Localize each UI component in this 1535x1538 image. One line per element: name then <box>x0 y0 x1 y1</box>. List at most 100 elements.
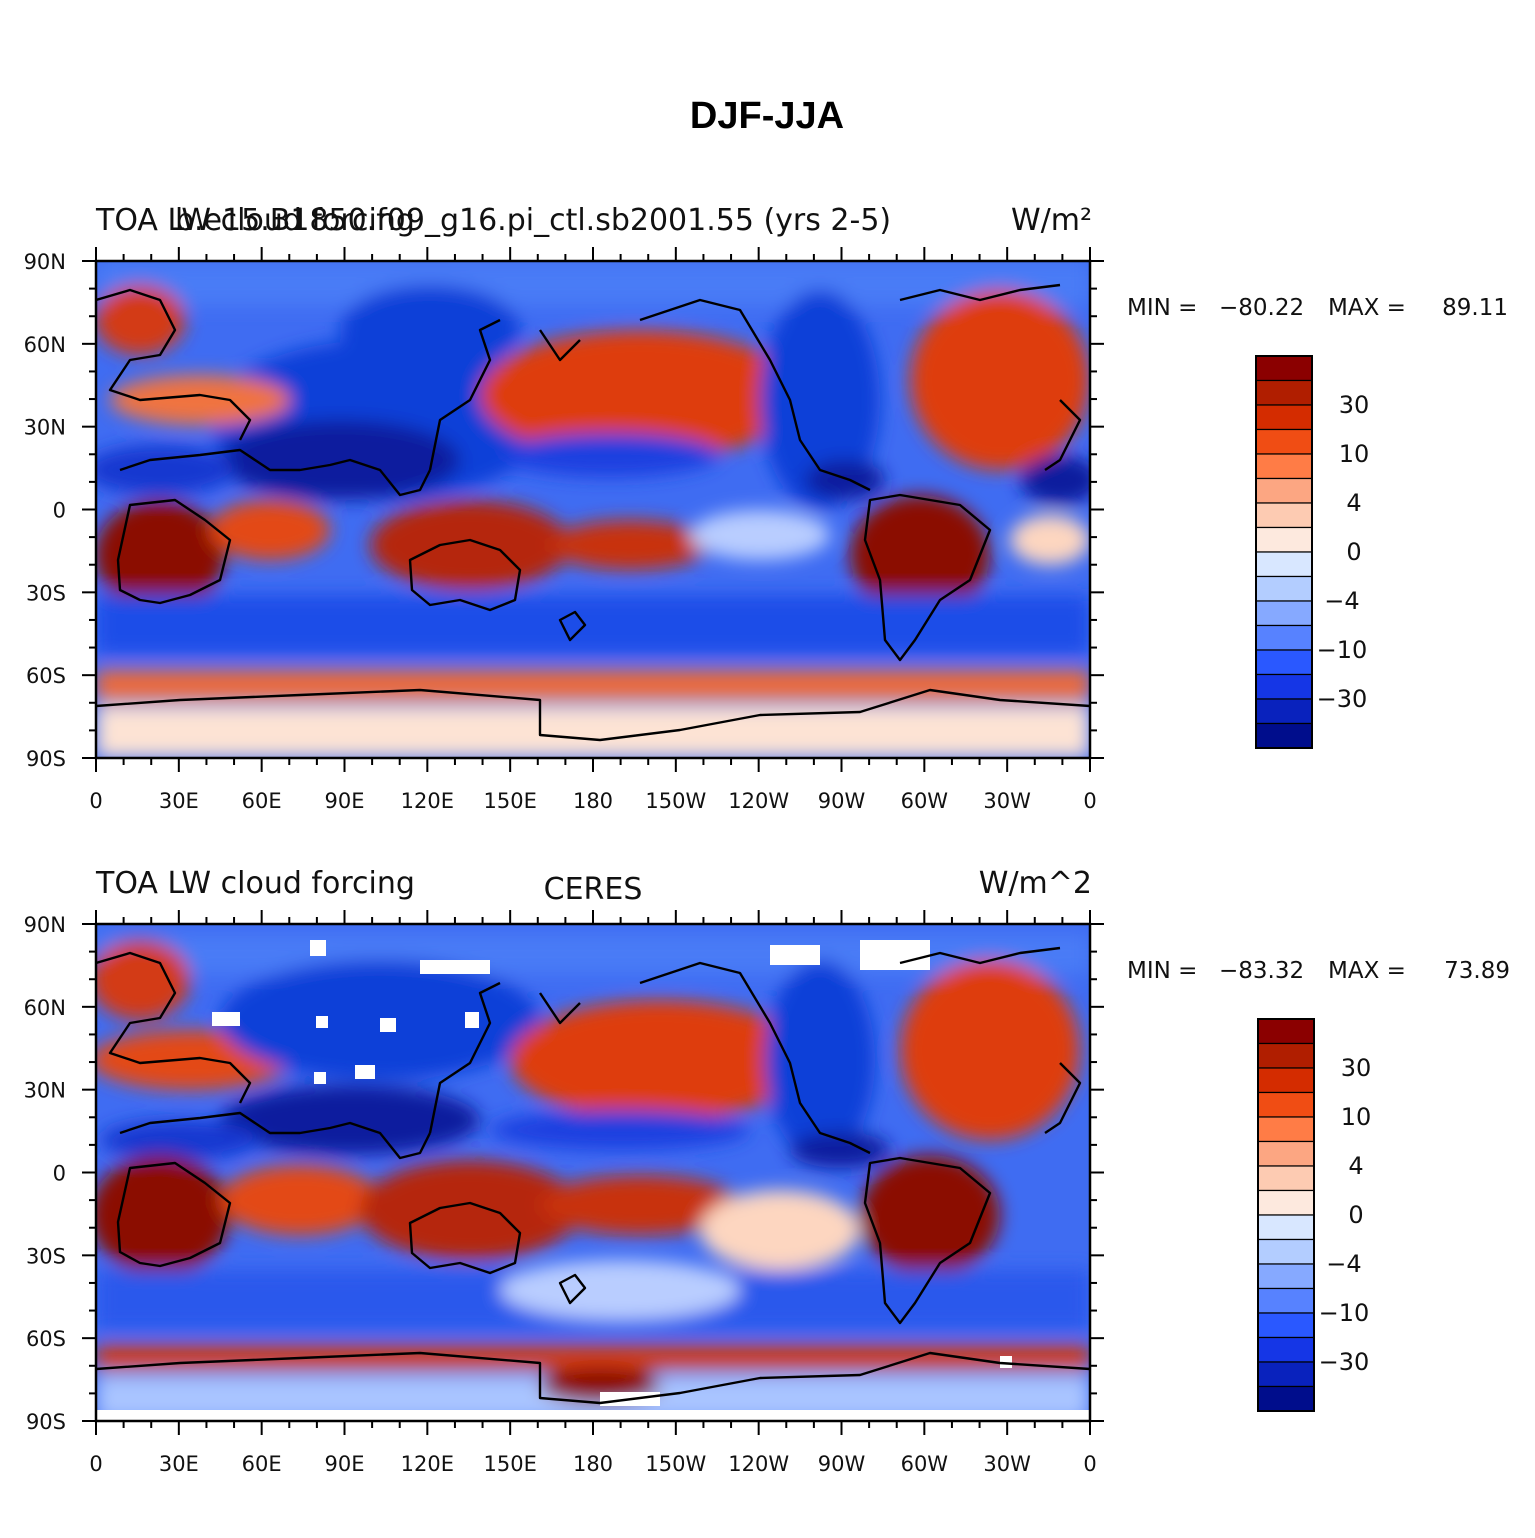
colorbar-swatch <box>1257 1140 1315 1167</box>
panel-obs-max-value: 73.89 <box>1444 958 1510 984</box>
colorbar-label: 30 <box>1341 1054 1372 1082</box>
lon-label: 30W <box>983 1452 1031 1476</box>
colorbar-swatch <box>1257 1263 1315 1290</box>
colorbar-swatch <box>1257 1067 1315 1094</box>
figure-title: DJF-JJA <box>690 95 844 137</box>
panel-obs-max-label: MAX = <box>1328 958 1406 984</box>
panel-obs: TOA LW cloud forcing CERES W/m^2 <box>24 866 1510 1476</box>
colorbar-swatch <box>1255 722 1313 749</box>
lon-label: 60E <box>242 789 282 813</box>
colorbar-swatch <box>1255 526 1313 553</box>
colorbar-swatch <box>1255 698 1313 725</box>
map-obs-ticks <box>82 910 1104 1435</box>
colorbar-label: 4 <box>1346 489 1361 517</box>
lon-label: 90E <box>325 789 365 813</box>
lon-label: 30E <box>159 1452 199 1476</box>
panel-model-min-label: MIN = <box>1127 295 1197 321</box>
panel-model-max-value: 89.11 <box>1442 295 1508 321</box>
colorbar-swatch <box>1257 1238 1315 1265</box>
lon-label: 120E <box>401 789 454 813</box>
lon-label: 0 <box>89 789 102 813</box>
panel-model-center-label: b.e15.B1850.f09_g16.pi_ctl.sb2001.55 (yr… <box>175 203 891 238</box>
colorbar-swatch <box>1255 379 1313 406</box>
colorbar-swatch <box>1257 1091 1315 1118</box>
lon-label: 90W <box>818 789 866 813</box>
lat-label: 30N <box>24 1079 66 1103</box>
lat-label: 90N <box>24 913 66 937</box>
colorbar-obs: 30 10 4 0 −4 −10 −30 <box>1257 1018 1372 1412</box>
colorbar-swatch <box>1257 1018 1315 1045</box>
colorbar-swatch <box>1255 404 1313 431</box>
lon-label: 60W <box>901 1452 949 1476</box>
colorbar-swatch <box>1257 1042 1315 1069</box>
colorbar-label: 10 <box>1339 440 1370 468</box>
colorbar-label: −30 <box>1317 685 1368 713</box>
map-obs-lon-labels: 0 30E 60E 90E 120E 150E 180 150W 120W 90W 60W 30W 0 <box>89 1452 1096 1476</box>
lon-label: 0 <box>1083 1452 1096 1476</box>
lon-label: 30W <box>983 789 1031 813</box>
colorbar-swatch <box>1255 575 1313 602</box>
panel-model-units: W/m² <box>1011 203 1092 238</box>
colorbar-swatch <box>1257 1287 1315 1314</box>
colorbar-swatch <box>1255 624 1313 651</box>
colorbar-label: 0 <box>1348 1201 1363 1229</box>
panel-model-min-value: −80.22 <box>1219 295 1304 321</box>
colorbar-swatch <box>1257 1165 1315 1192</box>
colorbar-swatch <box>1257 1116 1315 1143</box>
lon-label: 120E <box>401 1452 454 1476</box>
colorbar-swatch <box>1255 649 1313 676</box>
colorbar-swatch <box>1255 428 1313 455</box>
lon-label: 150E <box>483 789 536 813</box>
panel-obs-min-label: MIN = <box>1127 958 1197 984</box>
map-model-ticks <box>82 247 1104 772</box>
colorbar-label: −4 <box>1324 587 1359 615</box>
map-model-lon-labels: 0 30E 60E 90E 120E 150E 180 150W 120W 90W 60W 30W 0 <box>89 789 1096 813</box>
lat-label: 90S <box>26 747 66 771</box>
colorbar-swatch <box>1257 1214 1315 1241</box>
map-model-field <box>96 261 1090 758</box>
lat-label: 60N <box>24 996 66 1020</box>
colorbar-model: 30 10 4 0 −4 −10 −30 <box>1255 355 1370 749</box>
colorbar-swatch <box>1257 1361 1315 1388</box>
colorbar-label: −10 <box>1319 1299 1370 1327</box>
map-model-coastlines <box>96 283 1090 742</box>
lon-label: 60E <box>242 1452 282 1476</box>
colorbar-swatch <box>1255 600 1313 627</box>
colorbar-swatch <box>1255 477 1313 504</box>
map-obs-missing-data <box>96 940 1090 1421</box>
lon-label: 120W <box>728 1452 789 1476</box>
lat-label: 60N <box>24 333 66 357</box>
lon-label: 30E <box>159 789 199 813</box>
lon-label: 150E <box>483 1452 536 1476</box>
lat-label: 90N <box>24 250 66 274</box>
colorbar-swatch <box>1257 1336 1315 1363</box>
colorbar-frame <box>1255 355 1313 749</box>
colorbar-swatch <box>1255 502 1313 529</box>
colorbar-swatch <box>1255 551 1313 578</box>
lat-label: 60S <box>26 664 66 688</box>
lat-label: 30S <box>26 581 66 605</box>
colorbar-label: 10 <box>1341 1103 1372 1131</box>
panel-obs-center-label: CERES <box>544 872 643 907</box>
colorbar-swatch <box>1257 1312 1315 1339</box>
map-model-contours <box>96 261 1090 758</box>
map-obs-coastlines <box>96 946 1090 1405</box>
panel-obs-left-label: TOA LW cloud forcing <box>95 866 415 901</box>
colorbar-label: 4 <box>1348 1152 1363 1180</box>
lon-label: 180 <box>573 789 613 813</box>
colorbar-frame <box>1257 1018 1315 1412</box>
lon-label: 0 <box>1083 789 1096 813</box>
map-obs-lat-labels: 90N 60N 30N 0 30S 60S 90S <box>24 913 66 1434</box>
colorbar-label: −4 <box>1326 1250 1361 1278</box>
lon-label: 180 <box>573 1452 613 1476</box>
panel-model: TOA LW cloud forcing b.e15.B1850.f09_g16… <box>24 203 1508 813</box>
lat-label: 0 <box>53 499 66 523</box>
colorbar-swatch <box>1255 453 1313 480</box>
lat-label: 60S <box>26 1327 66 1351</box>
map-model-lat-labels: 90N 60N 30N 0 30S 60S 90S <box>24 250 66 771</box>
panel-model-left-label: TOA LW cloud forcing <box>95 203 415 238</box>
colorbar-label: −30 <box>1319 1348 1370 1376</box>
colorbar-label: −10 <box>1317 636 1368 664</box>
colorbar-label: 30 <box>1339 391 1370 419</box>
